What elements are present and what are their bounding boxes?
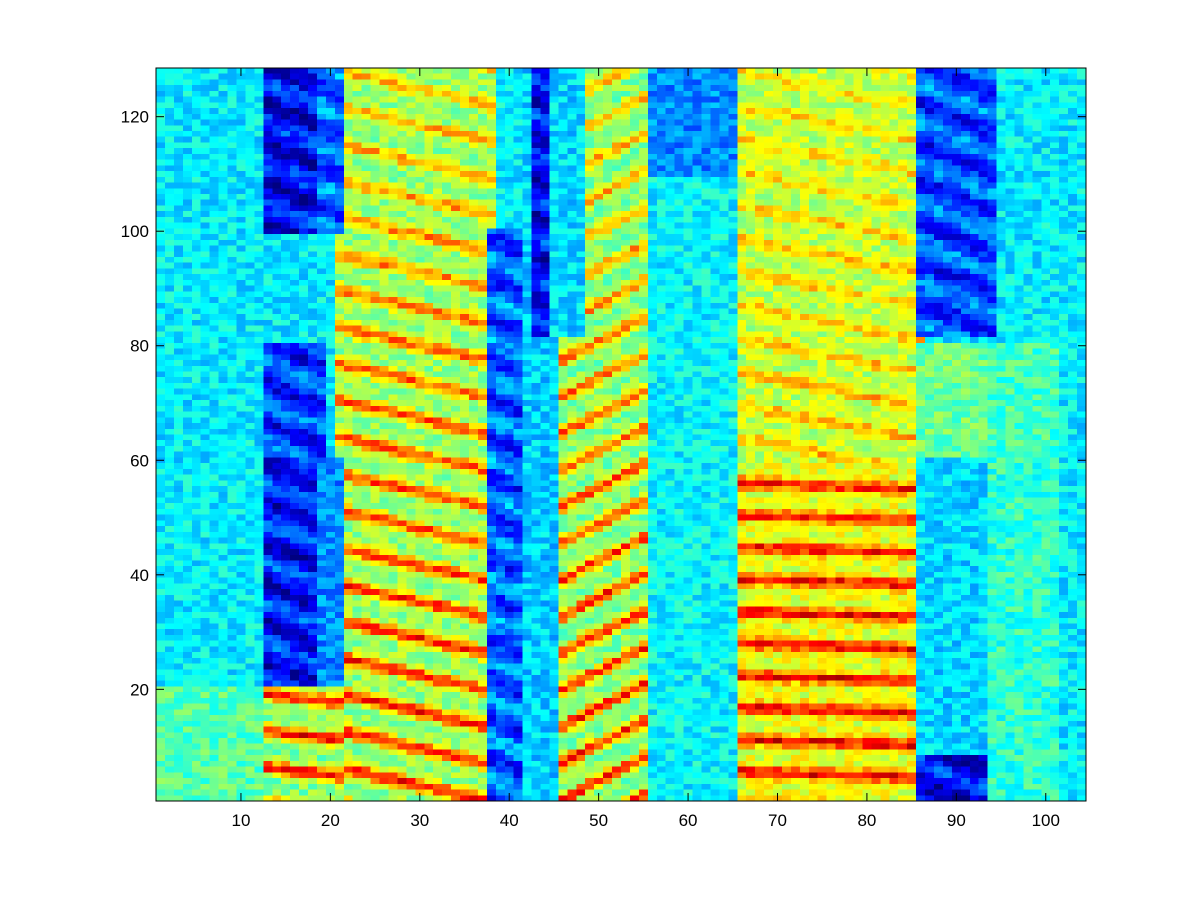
x-tick-label: 20 <box>321 811 340 830</box>
x-axis: 10 20 30 40 50 60 70 80 90 100 <box>231 68 1060 830</box>
y-tick-label: 100 <box>121 222 149 241</box>
axes-box <box>155 67 1087 802</box>
x-tick-label: 50 <box>589 811 608 830</box>
y-tick-label: 20 <box>130 680 149 699</box>
x-tick-label: 60 <box>679 811 698 830</box>
y-tick-label: 80 <box>130 337 149 356</box>
x-tick-label: 70 <box>768 811 787 830</box>
x-tick-label: 90 <box>947 811 966 830</box>
x-tick-label: 100 <box>1032 811 1060 830</box>
x-tick-label: 30 <box>410 811 429 830</box>
x-tick-label: 80 <box>857 811 876 830</box>
x-tick-label: 40 <box>500 811 519 830</box>
x-tick-label: 10 <box>231 811 250 830</box>
y-tick-label: 60 <box>130 451 149 470</box>
y-axis: 20 40 60 80 100 120 <box>121 108 1086 699</box>
heatmap-image <box>156 68 1086 801</box>
y-tick-label: 40 <box>130 566 149 585</box>
y-tick-label: 120 <box>121 108 149 127</box>
